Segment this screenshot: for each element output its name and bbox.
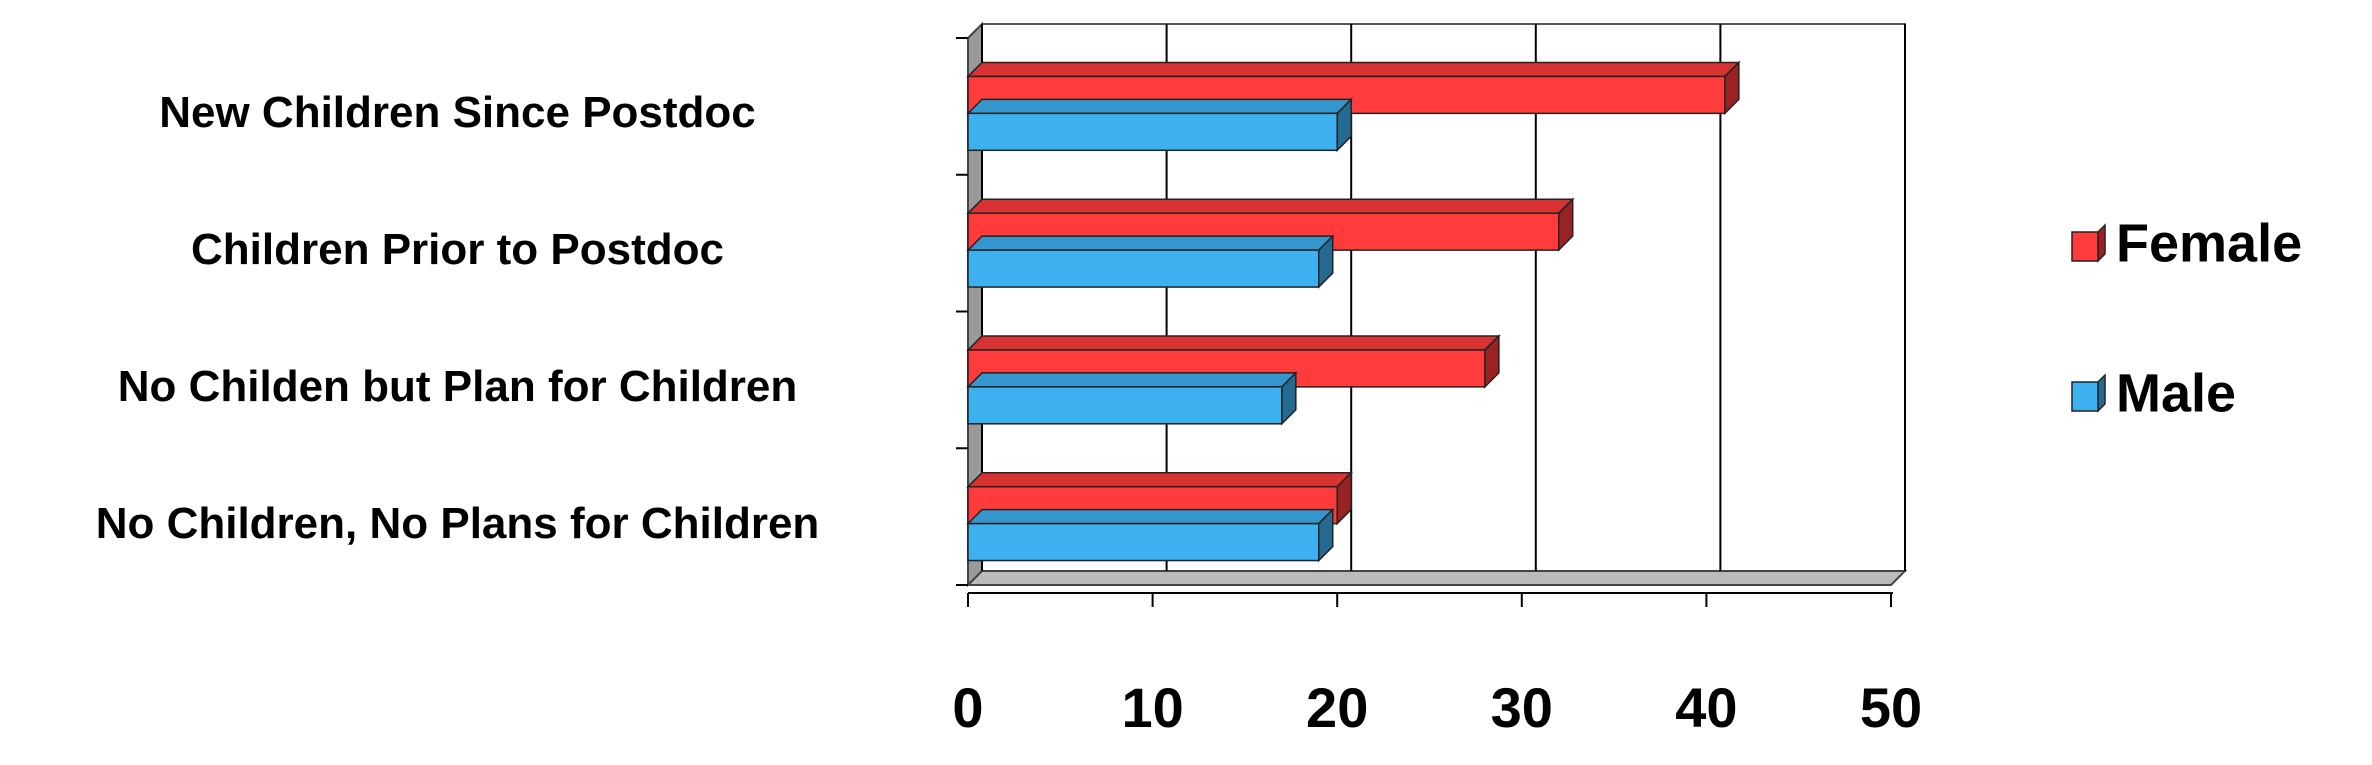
bar-top: [966, 98, 1354, 115]
bar-top: [966, 335, 1501, 351]
legend-label: Male: [2116, 363, 2236, 423]
bar: [967, 522, 1320, 562]
x-tick-label: 50: [1860, 676, 1922, 739]
x-tick-label: 30: [1491, 676, 1553, 739]
y-tick-label: No Children, No Plans for Children: [95, 498, 820, 548]
legend-swatch-side: [2097, 223, 2106, 263]
bar: [967, 112, 1338, 152]
bar-top: [966, 61, 1741, 78]
y-tick-label: Children Prior to Postdoc: [191, 225, 724, 275]
y-tick-label: New Children Since Postdoc: [159, 88, 756, 138]
bar-top: [966, 508, 1335, 525]
bar-top: [966, 471, 1354, 488]
x-tick-label: 0: [952, 676, 983, 739]
bar-top: [966, 372, 1298, 388]
y-tick-label: No Childen but Plan for Children: [117, 361, 798, 411]
bar: [967, 386, 1283, 425]
bar: [967, 249, 1320, 288]
bar-top: [966, 198, 1575, 214]
x-tick-label: 20: [1306, 676, 1368, 739]
legend-swatch: [2071, 231, 2099, 262]
bar-top: [966, 235, 1335, 251]
legend-label: Female: [2116, 213, 2302, 273]
x-tick-label: 10: [1121, 676, 1183, 739]
legend-swatch: [2071, 381, 2099, 412]
legend-swatch-side: [2097, 373, 2106, 413]
x-tick-label: 40: [1675, 676, 1737, 739]
floor: [965, 570, 1908, 586]
